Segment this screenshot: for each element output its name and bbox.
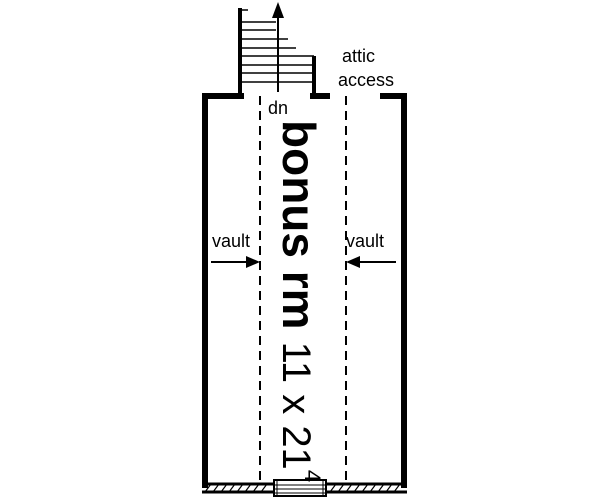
bottom-wall-hatch	[204, 483, 401, 493]
vault-lines	[259, 96, 347, 482]
attic-access-label-line2: access	[338, 70, 394, 90]
room-label-text: bonus rm 11 x 214	[273, 120, 325, 482]
arrow-right-icon	[211, 256, 260, 268]
arrow-left-icon	[346, 256, 396, 268]
room-dimension: 11 x 21	[274, 342, 318, 470]
window	[273, 479, 327, 497]
stair-direction-label: dn	[268, 98, 288, 118]
room-name: bonus rm	[273, 120, 325, 330]
room-dimension-superscript: 4	[300, 470, 325, 482]
vault-label-left: vault	[212, 231, 250, 251]
attic-access-label-line1: attic	[342, 46, 375, 66]
arrow-up-icon	[272, 2, 284, 92]
room-label: bonus rm 11 x 214	[273, 120, 325, 482]
vault-label-right: vault	[346, 231, 384, 251]
